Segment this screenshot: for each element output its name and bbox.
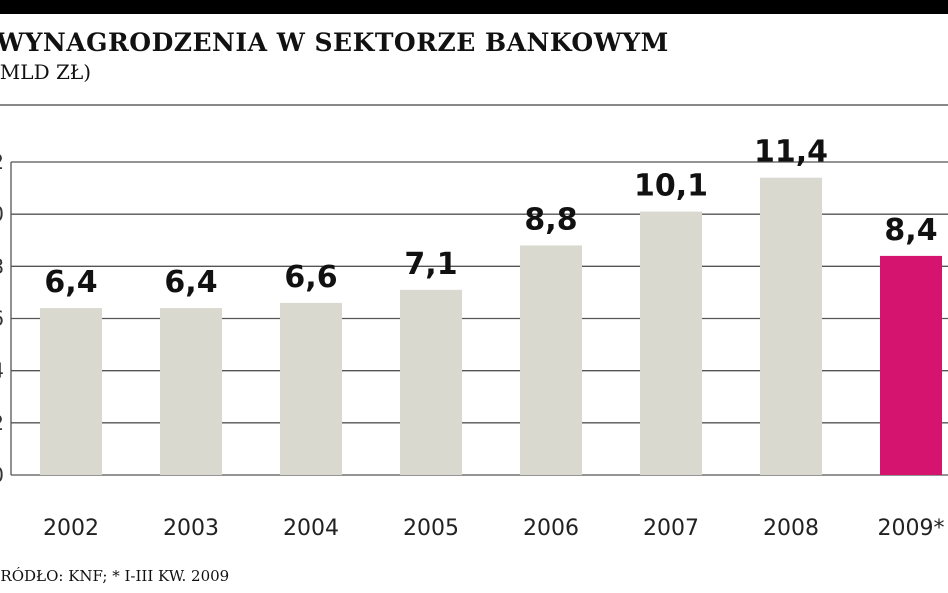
y-tick-label: 0 [0,463,4,487]
value-label: 6,4 [164,265,217,300]
value-label: 8,4 [884,213,937,248]
y-tick-label: 12 [0,150,4,174]
y-tick-label: 10 [0,202,4,226]
value-label: 11,4 [754,135,828,170]
x-tick-label: 2008 [763,516,819,541]
bar [880,255,942,475]
bar [280,302,342,475]
source-note: ŹRÓDŁO: KNF; * I-III KW. 2009 [0,567,230,585]
top-bar [0,0,948,14]
x-tick-label: 2009* [878,516,945,541]
chart-subtitle: (MLD ZŁ) [0,60,92,84]
bar [640,211,702,475]
x-tick-label: 2006 [523,516,579,541]
y-tick-label: 8 [0,254,4,278]
value-label: 8,8 [524,202,577,237]
bar [40,308,102,475]
value-label: 10,1 [634,169,708,204]
y-tick-label: 4 [0,359,4,383]
divider [0,104,948,106]
x-tick-label: 2007 [643,516,699,541]
x-tick-label: 2004 [283,516,339,541]
bar [160,308,222,475]
value-label: 6,4 [44,265,97,300]
bar [520,245,582,475]
x-tick-label: 2005 [403,516,459,541]
bar [760,177,822,475]
value-label: 7,1 [404,247,457,282]
x-tick-label: 2003 [163,516,219,541]
value-label: 6,6 [284,260,337,295]
x-tick-label: 2002 [43,516,99,541]
bar [400,289,462,475]
chart-title: WYNAGRODZENIA W SEKTORZE BANKOWYM [0,28,669,57]
y-tick-label: 6 [0,307,4,331]
y-tick-label: 2 [0,411,4,435]
